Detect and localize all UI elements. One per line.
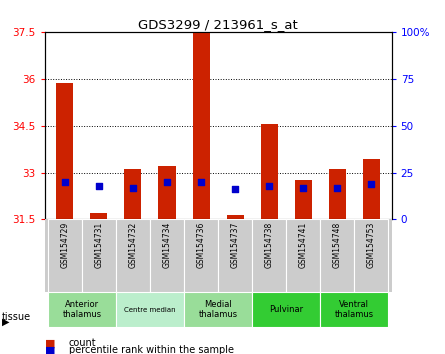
Bar	[252, 219, 286, 292]
Point	[198, 179, 205, 185]
Text: Centre median: Centre median	[124, 307, 176, 313]
Text: percentile rank within the sample: percentile rank within the sample	[69, 346, 234, 354]
Bar	[48, 219, 82, 292]
Text: GSM154734: GSM154734	[162, 222, 171, 268]
Bar	[320, 292, 388, 327]
Text: ▶: ▶	[2, 317, 10, 327]
Bar	[261, 124, 278, 219]
Title: GDS3299 / 213961_s_at: GDS3299 / 213961_s_at	[138, 18, 298, 31]
Bar	[295, 180, 312, 219]
Point	[163, 179, 170, 185]
Bar	[184, 219, 218, 292]
Bar	[320, 219, 354, 292]
Bar	[252, 292, 320, 327]
Bar	[227, 215, 243, 219]
Bar	[90, 213, 107, 219]
Text: Anterior
thalamus: Anterior thalamus	[62, 300, 101, 319]
Bar	[48, 292, 116, 327]
Point	[129, 185, 137, 190]
Point	[61, 179, 69, 185]
Text: Ventral
thalamus: Ventral thalamus	[335, 300, 374, 319]
Text: GSM154731: GSM154731	[94, 222, 103, 268]
Text: count: count	[69, 338, 97, 348]
Text: ■: ■	[44, 338, 55, 348]
Bar	[150, 219, 184, 292]
Bar	[57, 84, 73, 219]
Point	[368, 181, 375, 187]
Bar	[116, 292, 184, 327]
Text: GSM154748: GSM154748	[333, 222, 342, 268]
Bar	[218, 219, 252, 292]
Text: GSM154736: GSM154736	[197, 222, 206, 268]
Bar	[354, 219, 388, 292]
Bar	[116, 219, 150, 292]
Point	[231, 187, 239, 192]
Bar	[158, 166, 175, 219]
Point	[299, 185, 307, 190]
Bar	[193, 33, 210, 219]
Text: Medial
thalamus: Medial thalamus	[198, 300, 238, 319]
Bar	[184, 292, 252, 327]
Text: Pulvinar: Pulvinar	[269, 305, 303, 314]
Text: GSM154738: GSM154738	[265, 222, 274, 268]
Text: GSM154741: GSM154741	[299, 222, 307, 268]
Text: GSM154732: GSM154732	[129, 222, 138, 268]
Bar	[82, 219, 116, 292]
Bar	[125, 170, 142, 219]
Text: GSM154729: GSM154729	[61, 222, 69, 268]
Bar	[329, 170, 346, 219]
Text: GSM154753: GSM154753	[367, 222, 376, 268]
Text: ■: ■	[44, 346, 55, 354]
Bar	[363, 159, 380, 219]
Point	[266, 183, 273, 189]
Text: tissue: tissue	[2, 312, 31, 322]
Text: GSM154737: GSM154737	[231, 222, 239, 268]
Point	[334, 185, 341, 190]
Bar	[286, 219, 320, 292]
Point	[95, 183, 102, 189]
